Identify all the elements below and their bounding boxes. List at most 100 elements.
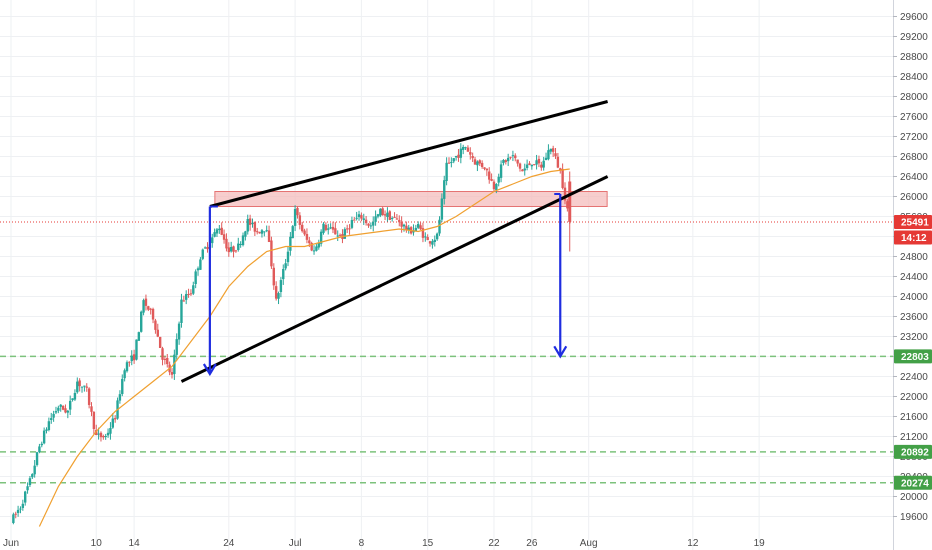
x-tick-label: Jun [3,538,19,549]
candle-body [428,241,432,244]
candle-body [407,227,410,231]
candle-body [331,226,335,230]
candle-body [471,156,474,159]
candle-body [201,249,204,259]
candle-body [73,392,77,400]
candle-body [476,161,479,166]
candle-body [194,271,197,285]
candle-body [530,164,534,167]
candle-body [241,235,245,246]
candle-body [374,216,377,222]
candle-body [163,358,167,360]
candle-body [478,160,481,164]
candle-body [151,308,155,320]
candle-body [308,240,311,244]
candle-body [274,286,278,299]
candle-body [35,452,39,465]
candle-body [26,486,29,491]
candle-body [220,227,223,235]
candle-body [161,348,164,360]
candle-body [296,207,299,216]
candle-body [21,503,25,508]
candle-body [523,168,526,171]
candle-body [348,228,351,230]
candle-body [542,160,545,168]
candle-body [414,227,418,232]
candle-body [251,222,254,225]
candle-body [109,428,112,434]
measured-move-arrow-head [202,363,217,377]
projection-arrow-head [553,345,568,359]
candle-body [400,221,403,227]
candle-body [435,233,439,240]
y-tick-label: 24800 [900,252,928,263]
x-tick-label: 22 [488,538,500,549]
candle-body [305,233,309,240]
candle-body [514,155,517,159]
candle-body [182,300,186,302]
y-tick-label: 26000 [900,192,928,203]
candle-body [554,153,557,157]
candle-body [137,332,141,341]
candle-body [310,242,313,251]
candle-body [203,247,207,249]
candle-body [566,201,569,209]
candle-body [372,221,375,226]
candle-body [440,198,444,220]
candle-body [61,405,65,410]
candle-body [64,408,67,413]
candle-body [99,432,103,438]
candle-body [466,147,470,152]
candle-body [433,239,436,242]
candle-body [360,215,363,219]
y-tick-label: 24400 [900,272,928,283]
candle-body [499,164,503,178]
x-tick-label: 12 [687,538,699,549]
candle-body [97,433,100,435]
candle-body [225,238,228,249]
candle-body [450,161,453,163]
candle-body [367,223,370,226]
candle-body [509,156,512,158]
y-tick-label: 19600 [900,512,928,523]
y-tick-label: 23600 [900,312,928,323]
candle-body [31,474,34,478]
candle-body [237,243,240,250]
candle-body [76,381,79,393]
candle-body [293,209,297,226]
y-tick-label: 29200 [900,32,928,43]
candle-body [521,169,524,172]
candle-body [50,418,53,421]
candle-body [244,231,247,237]
candle-body [525,164,529,168]
candle-body [315,246,318,251]
candle-body [443,180,446,199]
candle-body [334,228,337,235]
candle-body [246,219,249,232]
candle-body [568,181,572,222]
candle-body [85,386,88,388]
candle-body [317,242,320,248]
candle-body [485,168,489,171]
candle-body [196,268,200,271]
candle-body [464,147,467,149]
y-tick-label: 20000 [900,492,928,503]
candle-body [19,508,22,510]
candle-body [473,159,477,165]
candle-body [218,228,221,231]
candle-body [206,247,209,250]
x-tick-label: 19 [754,538,766,549]
candle-body [184,294,188,300]
candle-body [424,236,427,238]
candle-body [551,148,555,152]
candle-body [256,231,259,233]
y-tick-label: 22400 [900,372,928,383]
candle-body [286,251,290,263]
candle-body [54,411,58,413]
time-axis[interactable]: Jun 10 14 24 Jul 8 15 22 26 Aug 12 19 [3,538,765,549]
candle-body [431,241,434,245]
candle-body [544,157,548,161]
candle-body [504,160,508,163]
resistance-zone [214,191,608,207]
